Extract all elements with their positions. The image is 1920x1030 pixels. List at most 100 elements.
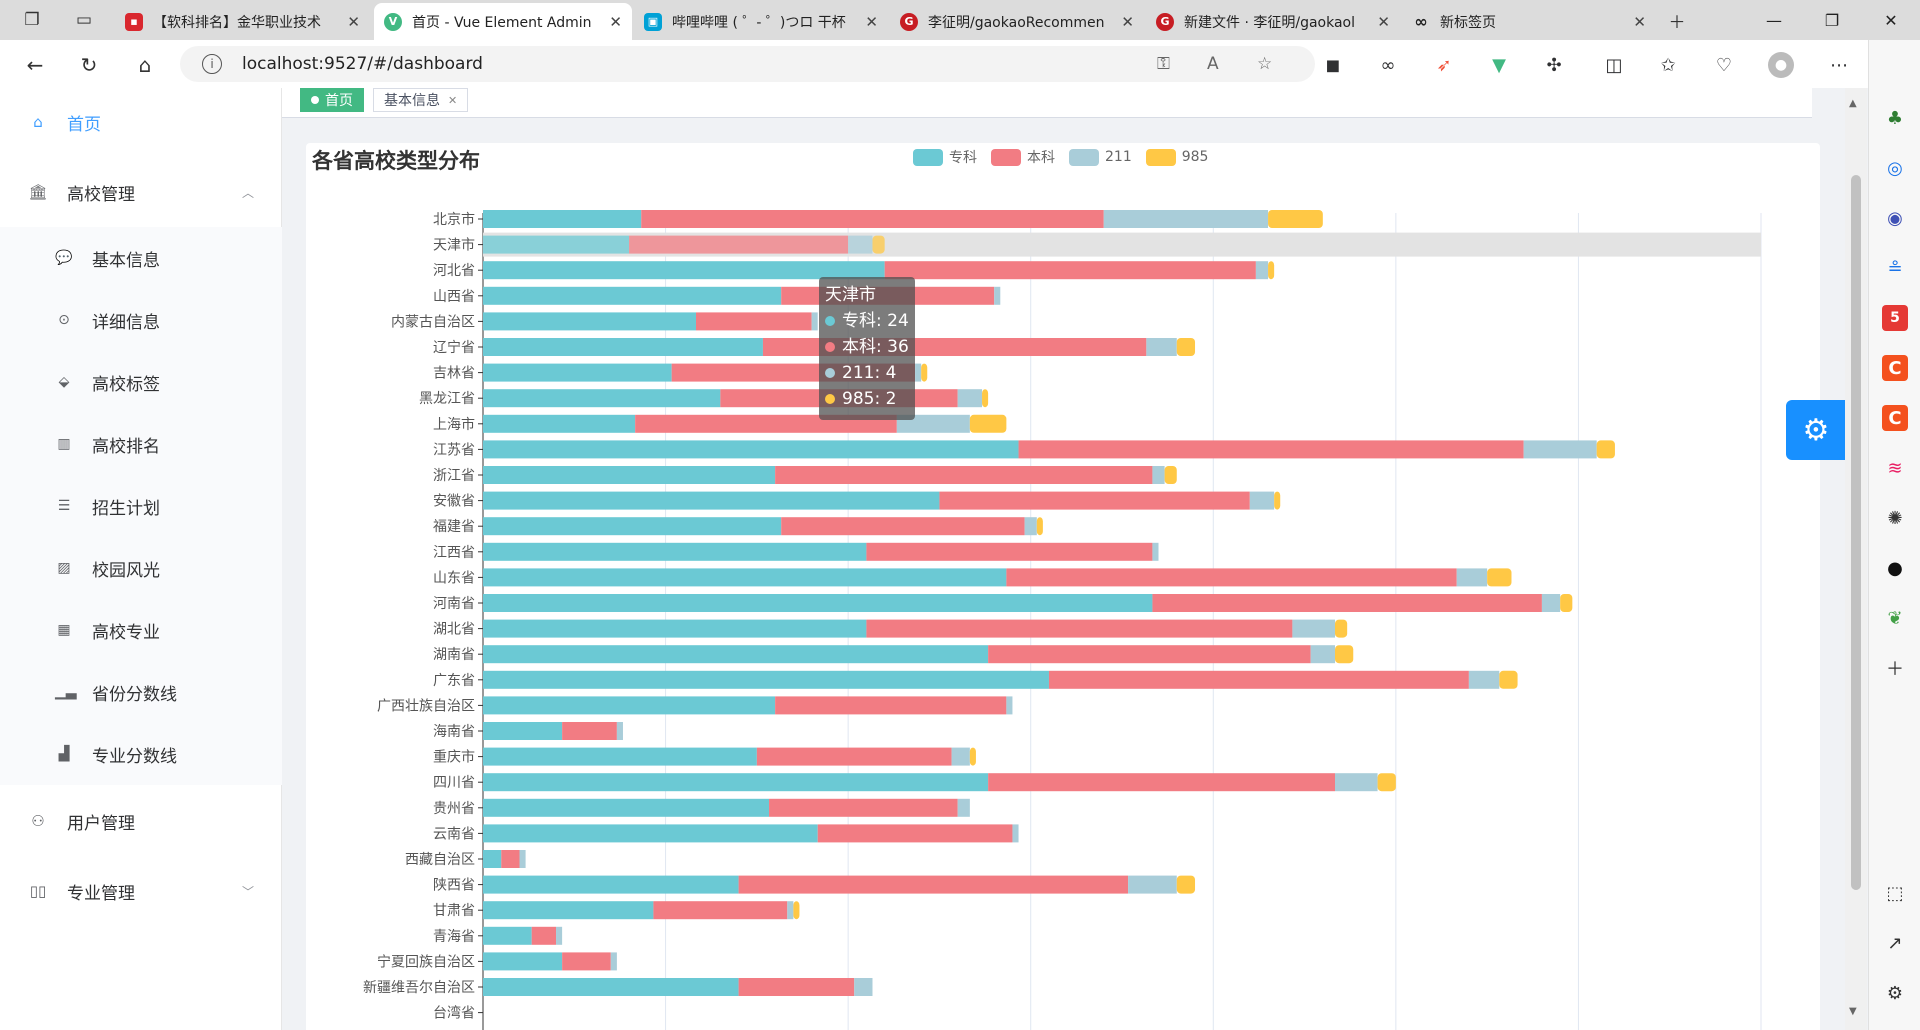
browser-tab[interactable]: G 李征明/gaokaoRecommen ✕ — [890, 3, 1144, 40]
refresh-icon[interactable]: ↻ — [80, 53, 98, 77]
chart-card: 各省高校类型分布 专科 本科 211 985 北京市 天津市 河北省 山西省 内蒙古自治… — [306, 143, 1820, 1030]
favorites-icon[interactable]: ✩ — [1660, 54, 1676, 76]
back-icon[interactable]: ← — [26, 53, 44, 77]
sidebar-item-major-management[interactable]: ▯▯ 专业管理 ﹀ — [29, 882, 254, 904]
browser-tab[interactable]: G 新建文件 · 李征明/gaokaol ✕ — [1146, 3, 1400, 40]
settings-gear-icon[interactable]: ⚙ — [1786, 400, 1846, 460]
bar-segment — [756, 747, 952, 766]
y-tick-label: 江西省 — [433, 545, 475, 561]
profile-avatar-icon[interactable]: ● — [1768, 52, 1794, 78]
bar-segment — [988, 645, 1311, 664]
browser-tab[interactable]: ▪ 【软科排名】金华职业技术 ✕ — [115, 3, 370, 40]
bar-segment — [483, 952, 563, 971]
browser-essentials-icon[interactable]: ♡ — [1715, 54, 1733, 76]
close-tag-icon[interactable]: ✕ — [448, 93, 458, 107]
scroll-up-arrow-icon[interactable]: ▲ — [1849, 98, 1857, 109]
tag-icon: ⬙ — [58, 374, 70, 390]
sidebar-item-ranking[interactable]: ▥ 高校排名 — [0, 413, 282, 475]
home-icon[interactable]: ⌂ — [138, 53, 152, 77]
close-window-icon[interactable]: ✕ — [1884, 10, 1898, 30]
browser-tab[interactable]: ▣ 哔哩哔哩 ( ゜- ゜)つロ 干杯 ✕ — [634, 3, 888, 40]
sidebar-item-campus-scenery[interactable]: ▨ 校园风光 — [0, 537, 282, 599]
y-tick-label: 宁夏回族自治区 — [377, 953, 475, 970]
swift-extension-icon[interactable]: ➶ — [1436, 54, 1452, 76]
legend-swatch — [913, 148, 943, 166]
vue-devtools-icon[interactable]: ▼ — [1492, 54, 1506, 76]
legend-item-211[interactable]: 211 — [1069, 148, 1132, 166]
sidebar-item-tags[interactable]: ⬙ 高校标签 — [0, 351, 282, 413]
legend-item-benke[interactable]: 本科 — [991, 147, 1055, 167]
bar-segment — [775, 466, 1153, 484]
bar-segment — [483, 542, 867, 561]
csdn-icon[interactable]: C — [1882, 405, 1908, 431]
layers-extension-icon[interactable]: ≋ — [1887, 457, 1903, 479]
bar-segment — [1487, 568, 1512, 587]
address-bar[interactable]: i localhost:9527/#/dashboard ⚿ A ☆ — [180, 46, 1315, 82]
close-tab-icon[interactable]: ✕ — [609, 12, 622, 31]
extension-icon[interactable]: ◼ — [1325, 54, 1341, 76]
close-tab-icon[interactable]: ✕ — [1633, 12, 1646, 31]
bar-segment — [1128, 875, 1177, 894]
close-tab-icon[interactable]: ✕ — [347, 12, 360, 31]
sidebar-item-user-management[interactable]: ⚇ 用户管理 — [0, 791, 282, 851]
y-tick-label: 山西省 — [433, 289, 475, 305]
key-icon[interactable]: ⚿ — [1157, 54, 1170, 74]
tag-home[interactable]: 首页 — [300, 88, 364, 112]
new-tab-icon[interactable]: ＋ — [1668, 12, 1686, 33]
settings-more-icon[interactable]: ⋯ — [1830, 54, 1848, 76]
tab-actions-icon[interactable]: ▭ — [75, 10, 93, 30]
sidebar-item-major-score[interactable]: ▟ 专业分数线 — [0, 723, 282, 785]
search-extension-icon[interactable]: ◎ — [1887, 157, 1903, 179]
globe-extension-icon[interactable]: ◉ — [1887, 207, 1903, 229]
browser-tab-active[interactable]: V 首页 - Vue Element Admin ✕ — [374, 3, 632, 40]
bar-segment — [483, 312, 696, 331]
sidebar-item-enrollment-plan[interactable]: ☰ 招生计划 — [0, 475, 282, 537]
y-tick-label: 新疆维吾尔自治区 — [363, 980, 475, 996]
network-extension-icon[interactable]: ✺ — [1887, 507, 1903, 529]
close-tab-icon[interactable]: ✕ — [1121, 12, 1134, 31]
favorite-star-icon[interactable]: ☆ — [1257, 54, 1273, 74]
bar-segment — [483, 645, 989, 664]
leaf-extension-icon[interactable]: ❦ — [1887, 607, 1903, 629]
url-text[interactable]: localhost:9527/#/dashboard — [242, 54, 483, 74]
read-aloud-icon[interactable]: A — [1207, 54, 1219, 74]
sidebar-item-university-management[interactable]: 🏛 高校管理 ︿ — [28, 183, 254, 205]
bar-segment — [483, 491, 940, 510]
infinity-extension-icon[interactable]: ∞ — [1380, 54, 1396, 76]
51-extension-icon[interactable]: 5 — [1882, 305, 1908, 331]
restore-icon[interactable]: ❐ — [1824, 10, 1840, 30]
open-external-icon[interactable]: ↗ — [1887, 932, 1903, 954]
browser-tab[interactable]: ∞ 新标签页 ✕ — [1402, 3, 1656, 40]
gitee-logo-icon: G — [1156, 12, 1174, 31]
minimize-icon[interactable]: — — [1766, 10, 1782, 30]
sidebar-item-basic-info[interactable]: 💬 基本信息 — [0, 227, 282, 289]
tree-extension-icon[interactable]: ♣ — [1886, 107, 1904, 129]
github-icon[interactable]: ● — [1887, 557, 1903, 579]
legend-item-985[interactable]: 985 — [1145, 148, 1208, 166]
scroll-down-arrow-icon[interactable]: ▼ — [1849, 1006, 1857, 1017]
scrollbar-thumb[interactable] — [1851, 175, 1861, 890]
sidebar-item-province-score[interactable]: ▁▃ 省份分数线 — [0, 661, 282, 723]
y-tick-label: 北京市 — [433, 211, 475, 228]
bar-segment — [969, 747, 976, 766]
extensions-puzzle-icon[interactable]: ✣ — [1546, 54, 1562, 76]
bar-segment — [1152, 542, 1159, 561]
sidebar-item-home[interactable]: ⌂ 首页 — [0, 92, 282, 152]
stack-extension-icon[interactable]: ≗ — [1887, 257, 1903, 279]
sidebar-settings-icon[interactable]: ⚙ — [1886, 982, 1904, 1004]
split-screen-icon[interactable]: ◫ — [1605, 54, 1623, 76]
tag-basic-info[interactable]: 基本信息 ✕ — [373, 88, 469, 112]
close-tab-icon[interactable]: ✕ — [865, 12, 878, 31]
legend-item-zhuanke[interactable]: 专科 — [913, 147, 977, 167]
screenshot-icon[interactable]: ⬚ — [1886, 882, 1904, 904]
close-tab-icon[interactable]: ✕ — [1377, 12, 1390, 31]
csdn-icon[interactable]: C — [1882, 355, 1908, 381]
sidebar-item-detail-info[interactable]: ⊙ 详细信息 — [0, 289, 282, 351]
bar-segment — [994, 286, 1001, 305]
site-info-icon[interactable]: i — [202, 54, 222, 74]
add-extension-icon[interactable]: ＋ — [1886, 659, 1904, 680]
workspaces-icon[interactable]: ❐ — [24, 10, 40, 30]
sidebar-item-majors[interactable]: ▦ 高校专业 — [0, 599, 282, 661]
y-tick-label: 河南省 — [433, 596, 475, 612]
bar-segment — [957, 798, 970, 817]
